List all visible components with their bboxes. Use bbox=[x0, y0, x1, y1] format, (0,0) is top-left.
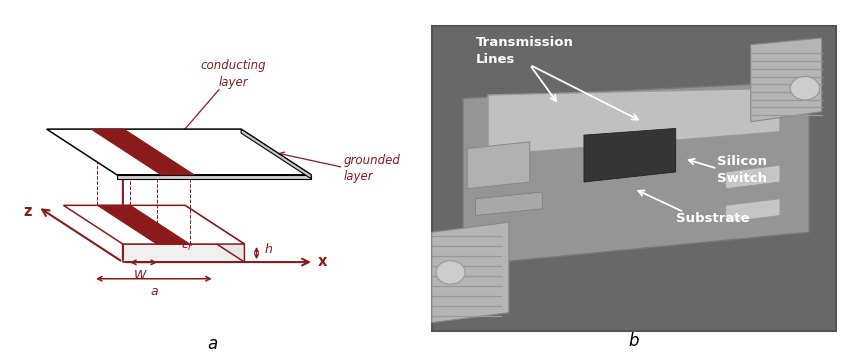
Text: $\varepsilon_r$: $\varepsilon_r$ bbox=[181, 240, 194, 253]
Text: W: W bbox=[134, 269, 146, 282]
Polygon shape bbox=[91, 129, 194, 175]
Polygon shape bbox=[123, 244, 244, 262]
Text: x: x bbox=[318, 254, 328, 269]
Polygon shape bbox=[751, 38, 821, 122]
Text: z: z bbox=[24, 204, 32, 219]
Text: Substrate: Substrate bbox=[676, 212, 750, 225]
Polygon shape bbox=[476, 192, 542, 215]
Polygon shape bbox=[97, 205, 190, 244]
Text: y: y bbox=[109, 142, 118, 157]
Polygon shape bbox=[584, 128, 676, 182]
Text: grounded: grounded bbox=[344, 154, 400, 167]
Circle shape bbox=[791, 76, 820, 100]
Text: layer: layer bbox=[219, 76, 248, 88]
Text: a: a bbox=[208, 336, 218, 353]
Text: Lines: Lines bbox=[476, 53, 515, 66]
Polygon shape bbox=[431, 222, 509, 323]
Text: b: b bbox=[629, 332, 639, 350]
Polygon shape bbox=[241, 129, 311, 179]
Text: a: a bbox=[150, 285, 157, 298]
Polygon shape bbox=[64, 205, 244, 244]
Text: h: h bbox=[265, 243, 272, 256]
Text: Switch: Switch bbox=[717, 172, 768, 185]
Polygon shape bbox=[463, 82, 809, 266]
Polygon shape bbox=[467, 142, 529, 189]
Text: Silicon: Silicon bbox=[717, 155, 768, 168]
Text: layer: layer bbox=[344, 170, 373, 183]
Text: conducting: conducting bbox=[200, 59, 266, 72]
Text: Transmission: Transmission bbox=[476, 36, 574, 50]
Polygon shape bbox=[726, 199, 780, 222]
Polygon shape bbox=[117, 175, 311, 179]
Polygon shape bbox=[726, 165, 780, 189]
Polygon shape bbox=[488, 88, 780, 155]
Polygon shape bbox=[47, 129, 311, 175]
Polygon shape bbox=[185, 205, 244, 262]
Circle shape bbox=[436, 261, 465, 284]
